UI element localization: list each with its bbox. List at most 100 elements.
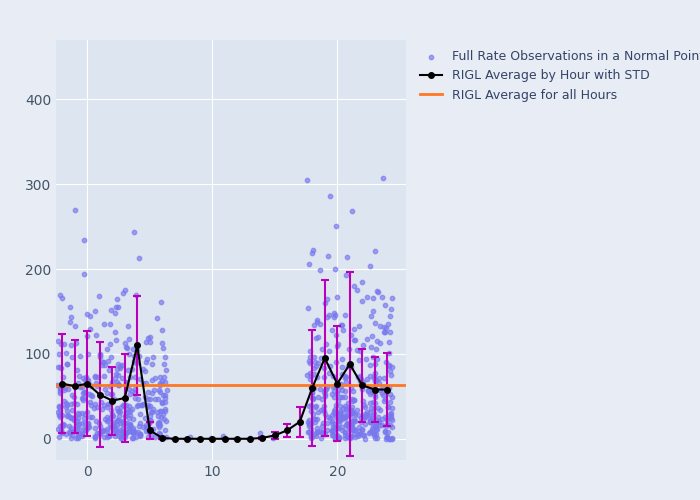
Full Rate Observations in a Normal Point <box>76 430 88 438</box>
Full Rate Observations in a Normal Point <box>317 428 328 436</box>
Full Rate Observations in a Normal Point <box>318 373 330 381</box>
Full Rate Observations in a Normal Point <box>104 421 116 429</box>
Full Rate Observations in a Normal Point <box>69 206 80 214</box>
Full Rate Observations in a Normal Point <box>118 428 129 436</box>
Full Rate Observations in a Normal Point <box>109 432 120 440</box>
Full Rate Observations in a Normal Point <box>57 372 68 380</box>
Full Rate Observations in a Normal Point <box>365 408 376 416</box>
Full Rate Observations in a Normal Point <box>316 428 328 436</box>
Full Rate Observations in a Normal Point <box>316 406 327 413</box>
Full Rate Observations in a Normal Point <box>71 400 83 408</box>
Full Rate Observations in a Normal Point <box>305 428 316 436</box>
Full Rate Observations in a Normal Point <box>158 416 169 424</box>
Full Rate Observations in a Normal Point <box>121 401 132 409</box>
Full Rate Observations in a Normal Point <box>76 394 88 402</box>
Full Rate Observations in a Normal Point <box>71 417 83 425</box>
Full Rate Observations in a Normal Point <box>127 365 138 373</box>
Full Rate Observations in a Normal Point <box>371 355 382 363</box>
Full Rate Observations in a Normal Point <box>314 385 326 393</box>
Full Rate Observations in a Normal Point <box>120 339 131 347</box>
Full Rate Observations in a Normal Point <box>359 412 370 420</box>
Full Rate Observations in a Normal Point <box>79 388 90 396</box>
Full Rate Observations in a Normal Point <box>370 377 381 385</box>
Full Rate Observations in a Normal Point <box>78 414 90 422</box>
Full Rate Observations in a Normal Point <box>337 355 348 363</box>
Full Rate Observations in a Normal Point <box>332 431 343 439</box>
Full Rate Observations in a Normal Point <box>104 340 116 348</box>
Full Rate Observations in a Normal Point <box>345 434 356 442</box>
Full Rate Observations in a Normal Point <box>153 386 164 394</box>
Full Rate Observations in a Normal Point <box>74 426 85 434</box>
Full Rate Observations in a Normal Point <box>331 389 342 397</box>
Full Rate Observations in a Normal Point <box>65 313 76 321</box>
Full Rate Observations in a Normal Point <box>345 406 356 414</box>
Full Rate Observations in a Normal Point <box>51 381 62 389</box>
Full Rate Observations in a Normal Point <box>106 423 117 431</box>
Full Rate Observations in a Normal Point <box>366 414 377 422</box>
Full Rate Observations in a Normal Point <box>122 418 133 426</box>
Full Rate Observations in a Normal Point <box>218 432 229 440</box>
Full Rate Observations in a Normal Point <box>372 426 383 434</box>
Full Rate Observations in a Normal Point <box>358 414 370 422</box>
Full Rate Observations in a Normal Point <box>315 354 326 362</box>
Full Rate Observations in a Normal Point <box>55 382 66 390</box>
Full Rate Observations in a Normal Point <box>326 426 337 434</box>
Full Rate Observations in a Normal Point <box>124 427 135 435</box>
Full Rate Observations in a Normal Point <box>78 270 90 278</box>
Full Rate Observations in a Normal Point <box>134 430 146 438</box>
Full Rate Observations in a Normal Point <box>152 408 163 416</box>
Full Rate Observations in a Normal Point <box>364 418 375 426</box>
Full Rate Observations in a Normal Point <box>124 350 135 358</box>
Full Rate Observations in a Normal Point <box>156 398 167 406</box>
Full Rate Observations in a Normal Point <box>373 418 384 426</box>
Full Rate Observations in a Normal Point <box>329 310 340 318</box>
Full Rate Observations in a Normal Point <box>382 420 393 428</box>
Full Rate Observations in a Normal Point <box>73 434 84 442</box>
Full Rate Observations in a Normal Point <box>56 426 67 434</box>
Full Rate Observations in a Normal Point <box>370 391 381 399</box>
Full Rate Observations in a Normal Point <box>357 398 368 406</box>
Full Rate Observations in a Normal Point <box>83 422 94 430</box>
Full Rate Observations in a Normal Point <box>349 426 360 434</box>
Full Rate Observations in a Normal Point <box>317 419 328 427</box>
Full Rate Observations in a Normal Point <box>54 413 65 421</box>
Full Rate Observations in a Normal Point <box>303 357 314 365</box>
Full Rate Observations in a Normal Point <box>337 394 348 402</box>
Full Rate Observations in a Normal Point <box>381 324 392 332</box>
Full Rate Observations in a Normal Point <box>383 360 394 368</box>
Full Rate Observations in a Normal Point <box>360 413 371 421</box>
Full Rate Observations in a Normal Point <box>106 406 117 414</box>
Full Rate Observations in a Normal Point <box>374 386 385 394</box>
Full Rate Observations in a Normal Point <box>370 319 381 327</box>
Full Rate Observations in a Normal Point <box>352 406 363 414</box>
Full Rate Observations in a Normal Point <box>124 384 135 392</box>
Full Rate Observations in a Normal Point <box>342 420 353 428</box>
Full Rate Observations in a Normal Point <box>328 423 339 431</box>
Full Rate Observations in a Normal Point <box>369 404 380 412</box>
Full Rate Observations in a Normal Point <box>67 414 78 422</box>
Full Rate Observations in a Normal Point <box>94 353 106 361</box>
Full Rate Observations in a Normal Point <box>54 350 65 358</box>
Full Rate Observations in a Normal Point <box>384 390 395 398</box>
Full Rate Observations in a Normal Point <box>90 330 101 338</box>
Full Rate Observations in a Normal Point <box>370 426 381 434</box>
Full Rate Observations in a Normal Point <box>370 420 382 428</box>
Full Rate Observations in a Normal Point <box>318 406 330 414</box>
Full Rate Observations in a Normal Point <box>82 424 93 432</box>
Full Rate Observations in a Normal Point <box>65 434 76 442</box>
Full Rate Observations in a Normal Point <box>145 412 156 420</box>
RIGL Average by Hour with STD <box>283 428 291 434</box>
Full Rate Observations in a Normal Point <box>125 390 136 398</box>
Full Rate Observations in a Normal Point <box>370 416 381 424</box>
Full Rate Observations in a Normal Point <box>71 366 82 374</box>
Full Rate Observations in a Normal Point <box>69 399 80 407</box>
Full Rate Observations in a Normal Point <box>52 363 64 371</box>
Full Rate Observations in a Normal Point <box>85 392 97 400</box>
Full Rate Observations in a Normal Point <box>370 422 381 430</box>
Full Rate Observations in a Normal Point <box>326 430 337 438</box>
Full Rate Observations in a Normal Point <box>354 348 365 356</box>
Full Rate Observations in a Normal Point <box>115 430 126 438</box>
Full Rate Observations in a Normal Point <box>56 422 67 430</box>
Full Rate Observations in a Normal Point <box>302 428 314 436</box>
Full Rate Observations in a Normal Point <box>152 394 163 402</box>
